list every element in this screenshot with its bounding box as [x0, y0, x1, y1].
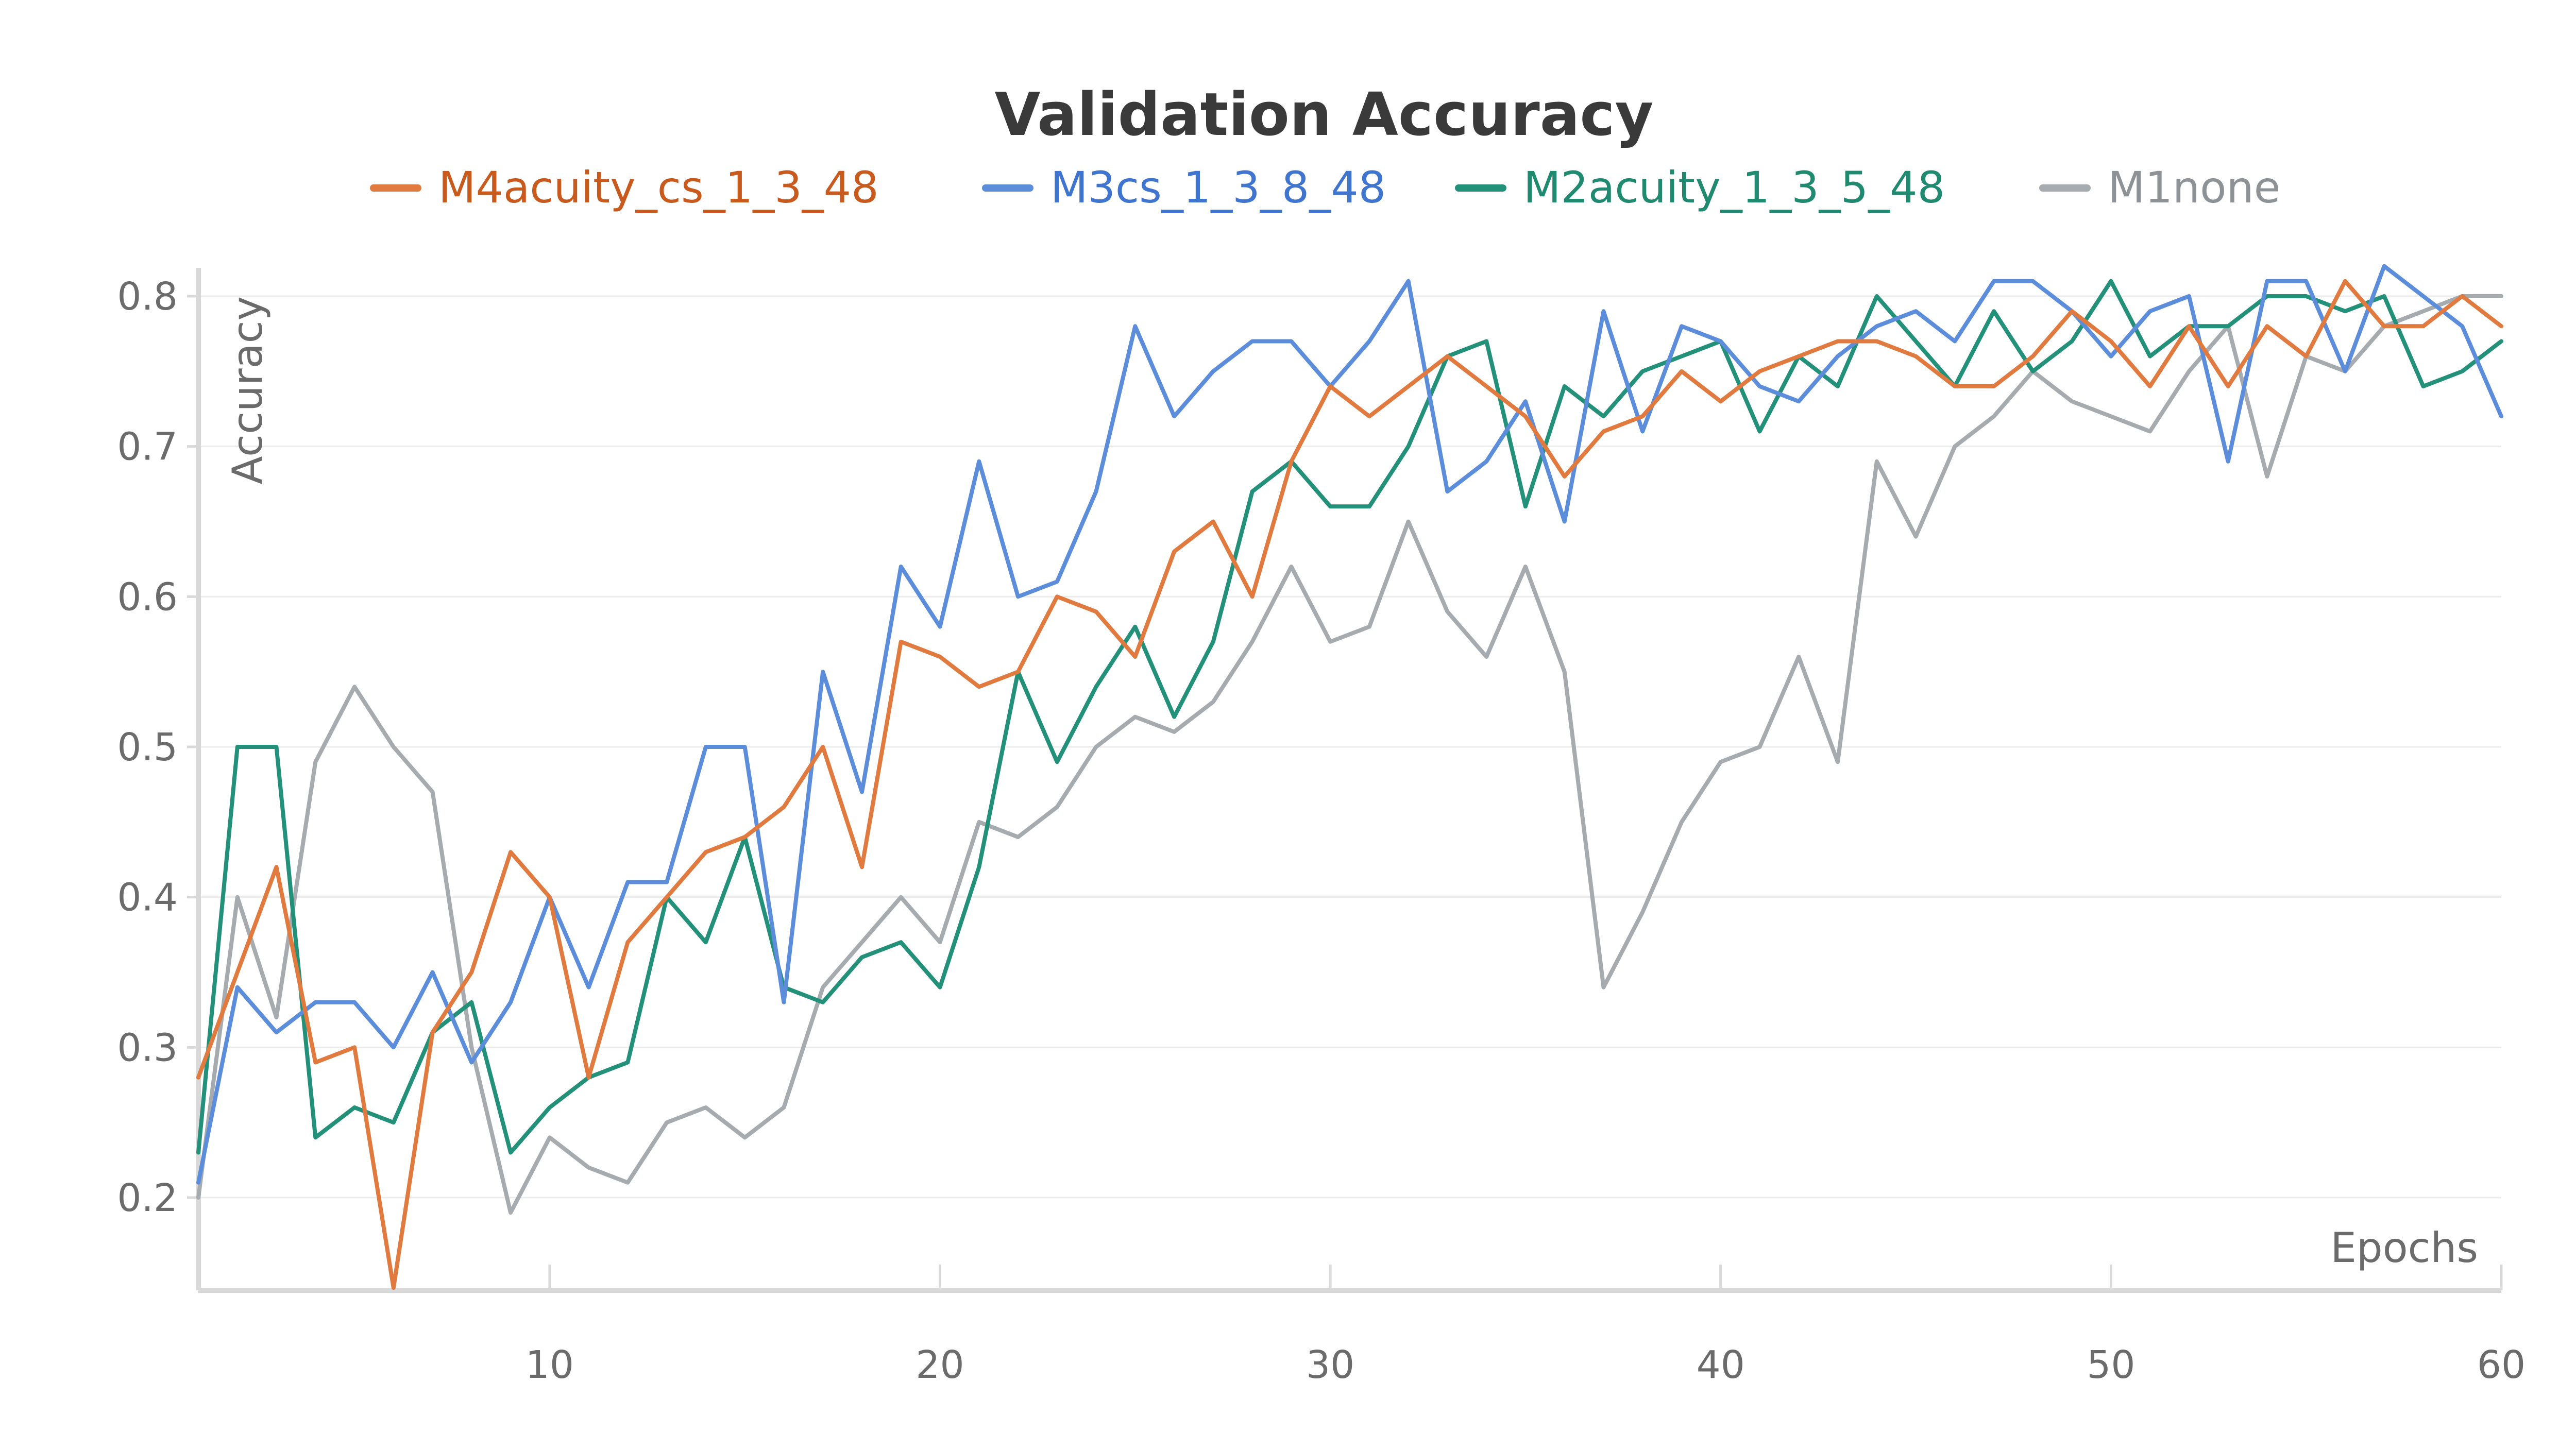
- x-axis-title: Epochs: [2330, 1224, 2478, 1272]
- legend-label: M2acuity_1_3_5_48: [1523, 162, 1945, 213]
- legend: M4acuity_cs_1_3_48 M3cs_1_3_8_48 M2acuity_…: [370, 162, 2280, 213]
- x-tick-label: 60: [2477, 1343, 2526, 1387]
- legend-item[interactable]: M4acuity_cs_1_3_48: [370, 162, 879, 213]
- y-tick-label: 0.2: [117, 1176, 178, 1220]
- legend-label: M4acuity_cs_1_3_48: [438, 162, 879, 213]
- y-tick-label: 0.7: [117, 425, 178, 469]
- legend-label: M1none: [2108, 162, 2280, 213]
- legend-item[interactable]: M3cs_1_3_8_48: [982, 162, 1386, 213]
- y-tick-label: 0.6: [117, 575, 178, 619]
- gridlines: [187, 295, 2501, 1199]
- x-tick-labels: 10 20 30 40 50 60: [526, 1343, 2526, 1387]
- series-lines: [196, 264, 2503, 1290]
- series-line-m1none: [196, 294, 2503, 1215]
- x-tick-label: 50: [2087, 1343, 2135, 1387]
- y-axis-title: Accuracy: [224, 296, 272, 484]
- x-tick-label: 40: [1697, 1343, 1745, 1387]
- y-tick-label: 0.4: [117, 876, 178, 920]
- legend-item[interactable]: M1none: [2039, 162, 2280, 213]
- y-tick-label: 0.5: [117, 725, 178, 770]
- y-tick-labels: 0.2 0.3 0.4 0.5 0.6 0.7 0.8: [117, 275, 178, 1220]
- x-tick-label: 30: [1306, 1343, 1354, 1387]
- axes: [196, 268, 2503, 1293]
- x-tick-label: 20: [916, 1343, 964, 1387]
- series-line-m2acuity-1-3-5-48: [196, 279, 2503, 1155]
- y-tick-label: 0.8: [117, 275, 178, 319]
- y-tick-label: 0.3: [117, 1026, 178, 1070]
- series-line-m4acuity-cs-1-3-48: [196, 279, 2503, 1290]
- x-tick-label: 10: [526, 1343, 574, 1387]
- legend-label: M3cs_1_3_8_48: [1050, 162, 1386, 213]
- legend-item[interactable]: M2acuity_1_3_5_48: [1455, 162, 1945, 213]
- chart-title: Validation Accuracy: [994, 80, 1653, 149]
